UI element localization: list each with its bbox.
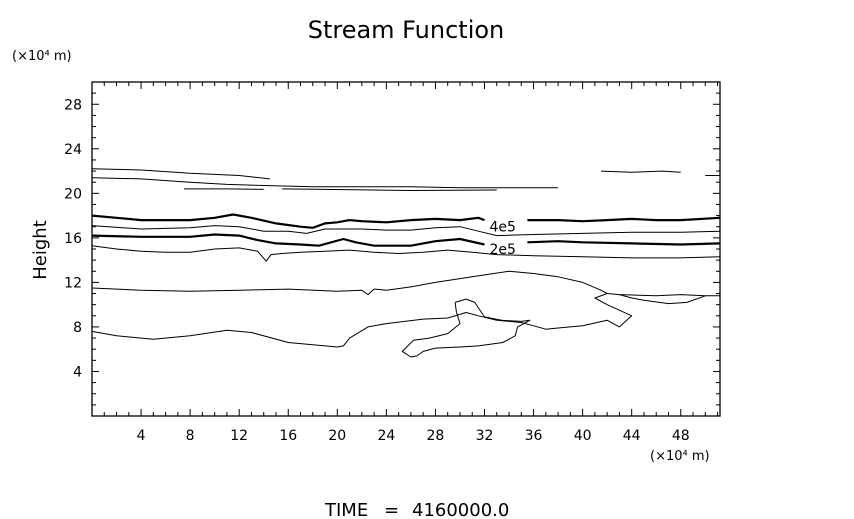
x-tick-label: 48 bbox=[672, 428, 690, 444]
contour-line-upper-mid-left bbox=[91, 177, 559, 189]
contour-line-closed-loop bbox=[401, 298, 531, 358]
contour-line-2e5-right bbox=[527, 240, 721, 246]
time-footer: TIME = 4160000.0 bbox=[324, 500, 509, 519]
x-tick-label: 8 bbox=[186, 428, 195, 444]
contour-line-upper-low-segment bbox=[184, 188, 264, 190]
y-axis-label: Height bbox=[30, 220, 51, 280]
chart-title: Stream Function bbox=[308, 16, 505, 44]
contour-line-4e5-right bbox=[527, 216, 721, 223]
contour-line-2e5 bbox=[91, 233, 485, 247]
contour-line-upper-top bbox=[91, 168, 270, 180]
axis-ticks bbox=[92, 82, 720, 416]
x-tick-label: 40 bbox=[574, 428, 592, 444]
x-tick-label: 24 bbox=[377, 428, 395, 444]
time-value: 4160000.0 bbox=[412, 500, 509, 519]
plot-frame bbox=[91, 81, 721, 417]
contour-line-ridge-12 bbox=[91, 270, 720, 297]
y-tick-label: 4 bbox=[73, 364, 82, 380]
y-tick-label: 28 bbox=[64, 97, 82, 113]
y-tick-label: 12 bbox=[64, 275, 82, 291]
y-tick-labels: 4 8 12 16 20 24 28 bbox=[64, 97, 82, 380]
x-tick-label: 20 bbox=[328, 428, 346, 444]
x-axis-unit: (×10⁴ m) bbox=[650, 449, 710, 464]
y-tick-label: 16 bbox=[64, 231, 82, 247]
contour-line-ridge-12-spur bbox=[619, 294, 706, 305]
contour-line-bump-8 bbox=[91, 293, 633, 348]
contour-line-lower-wave bbox=[91, 245, 721, 262]
x-tick-label: 28 bbox=[427, 428, 445, 444]
contour-lines bbox=[91, 168, 721, 358]
y-tick-label: 20 bbox=[64, 186, 82, 202]
x-tick-label: 4 bbox=[137, 428, 146, 444]
x-tick-labels: 4 8 12 16 20 24 28 32 36 40 44 48 bbox=[137, 428, 690, 444]
y-axis-unit: (×10⁴ m) bbox=[12, 49, 72, 64]
x-tick-label: 36 bbox=[525, 428, 543, 444]
contour-label: 4e5 bbox=[490, 220, 516, 236]
x-tick-label: 44 bbox=[623, 428, 641, 444]
contour-label: 2e5 bbox=[490, 242, 516, 258]
x-tick-label: 16 bbox=[279, 428, 297, 444]
contour-line-mid bbox=[91, 225, 721, 237]
time-equals: = bbox=[384, 500, 399, 519]
contour-line-4e5 bbox=[91, 213, 485, 229]
contour-line-upper-right-segment bbox=[600, 170, 681, 173]
contour-line-upper-low-segment-2 bbox=[282, 188, 497, 191]
x-tick-label: 32 bbox=[476, 428, 494, 444]
x-tick-label: 12 bbox=[230, 428, 248, 444]
y-tick-label: 24 bbox=[64, 142, 82, 158]
y-tick-label: 8 bbox=[73, 320, 82, 336]
time-label: TIME bbox=[324, 500, 368, 519]
